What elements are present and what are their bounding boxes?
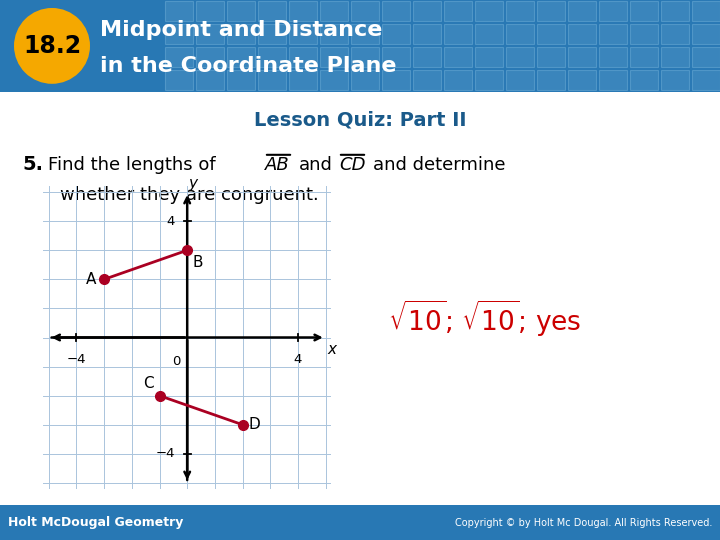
Bar [599,47,627,67]
Bar [413,1,441,21]
Circle shape [14,8,90,84]
Text: Copyright © by Holt Mc Dougal. All Rights Reserved.: Copyright © by Holt Mc Dougal. All Right… [454,518,712,528]
Bar [165,1,193,21]
Bar [165,70,193,90]
Bar [661,1,689,21]
Bar [661,47,689,67]
Text: Find the lengths of: Find the lengths of [48,156,215,174]
Bar [227,24,255,44]
Bar [196,47,224,67]
Bar [382,24,410,44]
Text: $\sqrt{10}$; $\sqrt{10}$; yes: $\sqrt{10}$; $\sqrt{10}$; yes [387,298,581,339]
Bar [258,1,286,21]
Bar [506,24,534,44]
Bar [165,24,193,44]
Bar [320,70,348,90]
Text: Lesson Quiz: Part II: Lesson Quiz: Part II [253,110,467,129]
Text: D: D [248,417,260,432]
Bar [289,24,317,44]
Bar [320,1,348,21]
Bar [568,1,596,21]
Bar [320,24,348,44]
Bar [165,47,193,67]
Text: 4: 4 [294,354,302,367]
Bar [568,70,596,90]
Bar [599,1,627,21]
Text: C: C [143,376,154,392]
Bar [661,24,689,44]
Bar [599,24,627,44]
Bar [599,70,627,90]
Bar [630,1,658,21]
Bar [692,1,720,21]
Text: CD: CD [339,156,366,174]
Text: whether they are congruent.: whether they are congruent. [60,186,319,204]
Bar [444,1,472,21]
Bar [630,24,658,44]
Text: x: x [327,342,336,357]
Text: and determine: and determine [373,156,505,174]
Bar [475,24,503,44]
Bar [692,24,720,44]
Bar [475,70,503,90]
Bar [320,47,348,67]
Bar [537,24,565,44]
Bar [692,70,720,90]
Bar [351,47,379,67]
Bar [289,1,317,21]
Bar [630,70,658,90]
Text: 4: 4 [166,215,175,228]
Text: 18.2: 18.2 [23,34,81,58]
Bar [289,70,317,90]
Bar [227,47,255,67]
Text: −4: −4 [67,354,86,367]
Text: 0: 0 [172,355,180,368]
Bar [227,70,255,90]
Bar [351,24,379,44]
Bar [351,1,379,21]
Bar [444,24,472,44]
Text: Holt McDougal Geometry: Holt McDougal Geometry [8,516,184,529]
Bar [475,1,503,21]
Bar [258,47,286,67]
Bar [351,70,379,90]
Text: A: A [86,272,96,287]
Bar [444,70,472,90]
Bar [258,24,286,44]
Bar [196,70,224,90]
Bar [382,70,410,90]
Bar [537,1,565,21]
Bar [382,1,410,21]
Bar [413,70,441,90]
Bar [382,47,410,67]
Bar [630,47,658,67]
Text: y: y [189,176,198,191]
Bar [475,47,503,67]
Bar [258,70,286,90]
Bar [537,47,565,67]
Bar [413,24,441,44]
Bar [289,47,317,67]
Text: and: and [299,156,333,174]
Bar [537,70,565,90]
Text: AB: AB [265,156,289,174]
Text: Midpoint and Distance: Midpoint and Distance [100,20,382,40]
Bar [196,1,224,21]
Bar [661,70,689,90]
Bar [568,24,596,44]
Bar [506,70,534,90]
Text: B: B [193,255,203,269]
Text: −4: −4 [156,447,175,460]
Bar [227,1,255,21]
Bar [506,47,534,67]
Bar [692,47,720,67]
Bar [413,47,441,67]
Bar [444,47,472,67]
Bar [506,1,534,21]
Bar [196,24,224,44]
Text: in the Coordinate Plane: in the Coordinate Plane [100,56,397,76]
Text: 5.: 5. [22,156,43,174]
Bar [568,47,596,67]
